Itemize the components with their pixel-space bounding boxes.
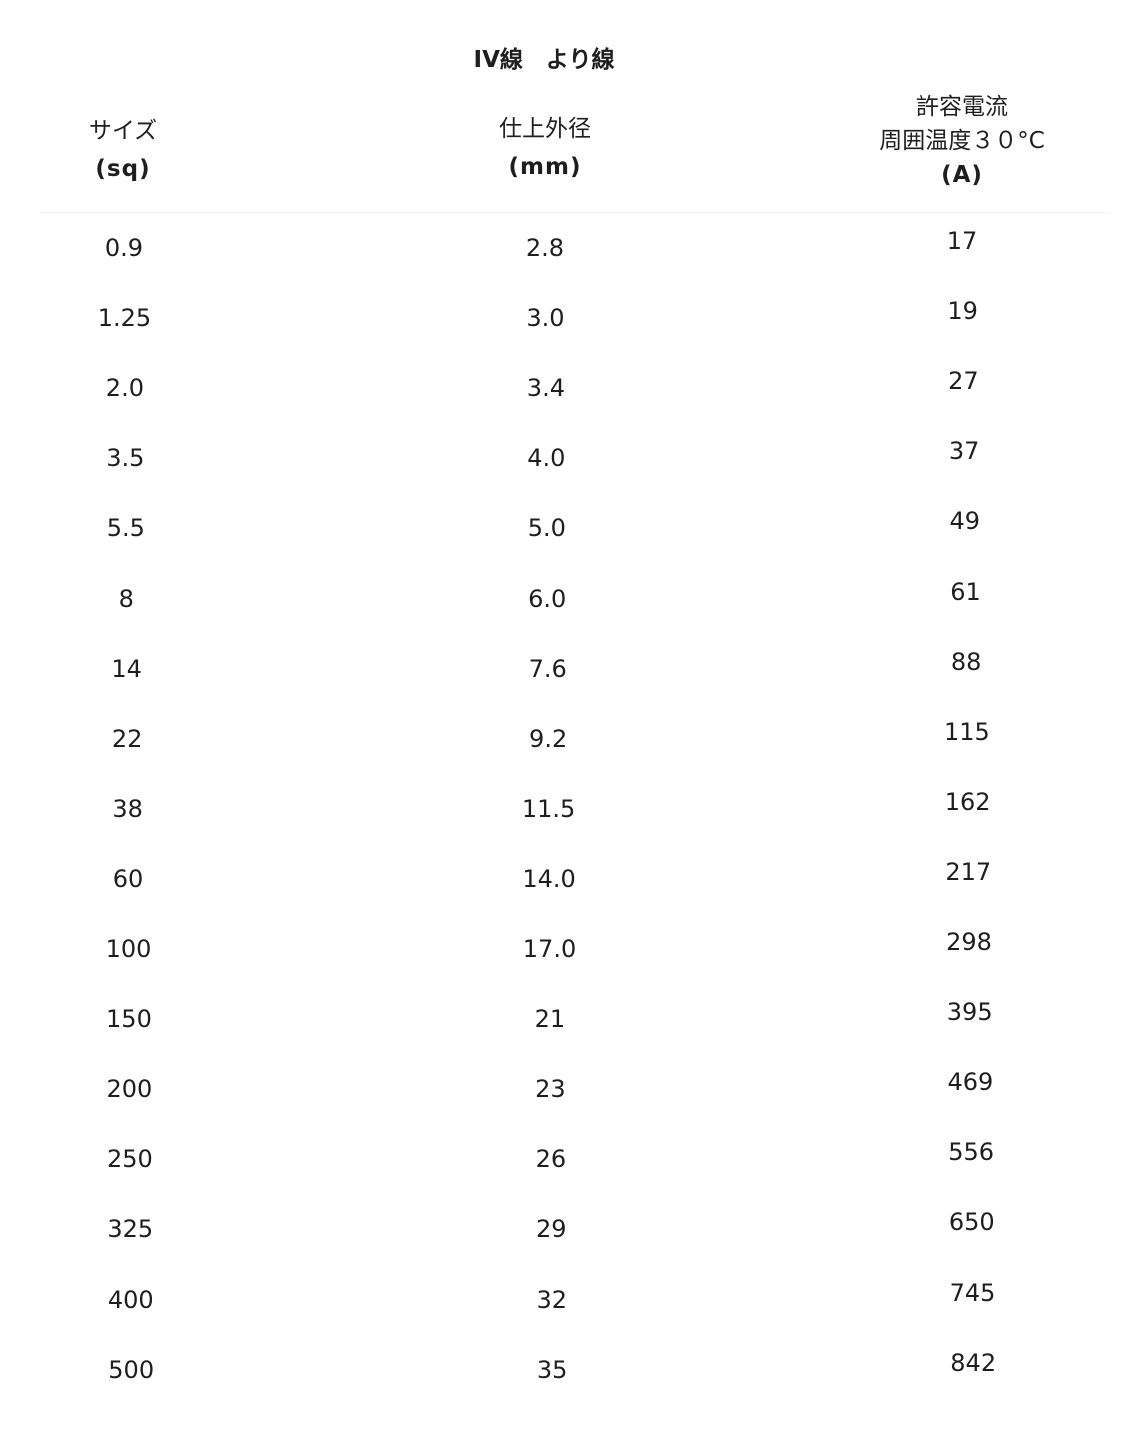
cell-diameter: 3.4 [526,374,565,403]
header-size: サイズ (sq) [23,112,223,188]
header-diameter-label: 仕上外径 [499,116,591,142]
cell-size: 100 [105,935,152,963]
table-row: 3.5 4.0 37 [0,437,1125,484]
cell-diameter: 3.0 [526,304,565,333]
table-row: 500 35 842 [0,1349,1125,1396]
header-diameter: 仕上外径 (mm) [445,110,645,186]
cell-size: 60 [112,864,144,893]
cell-diameter: 9.2 [529,724,568,753]
cell-diameter: 23 [535,1075,566,1104]
cell-diameter: 17.0 [522,935,577,963]
table-row: 14 7.6 88 [0,648,1125,695]
cell-diameter: 35 [536,1355,568,1384]
cell-diameter: 26 [535,1145,567,1174]
cell-size: 5.5 [106,514,145,543]
cell-size: 200 [106,1075,153,1104]
cell-size: 250 [106,1145,153,1174]
cell-current: 650 [948,1208,995,1237]
table-title: IV線 より線 [473,47,615,73]
cell-diameter: 7.6 [528,654,567,683]
cell-current: 115 [943,717,990,746]
cell-size: 325 [107,1215,154,1244]
cell-diameter: 21 [534,1005,566,1034]
cell-current: 217 [945,857,992,886]
cell-size: 150 [106,1005,152,1034]
table-row: 2.0 3.4 27 [0,367,1125,414]
cell-diameter: 6.0 [528,584,567,613]
table-row: 22 9.2 115 [0,718,1125,765]
cell-current: 19 [947,297,978,326]
table-row: 100 17.0 298 [0,928,1125,975]
cell-current: 37 [948,437,980,466]
header-diameter-unit: (mm) [508,154,582,180]
cell-size: 14 [111,654,142,683]
table-row: 8 6.0 61 [0,578,1125,625]
cell-size: 3.5 [106,444,145,473]
cell-current: 469 [947,1068,994,1097]
cell-diameter: 2.8 [525,234,565,262]
cell-size: 1.25 [97,304,152,333]
cell-size: 8 [118,584,134,613]
cell-size: 500 [108,1355,155,1384]
cell-size: 22 [111,724,143,753]
cell-diameter: 32 [536,1285,568,1314]
cell-current: 395 [946,998,993,1027]
cell-current: 17 [946,227,978,255]
cell-diameter: 4.0 [527,444,566,473]
table-row: 250 26 556 [0,1138,1125,1185]
header-current-label: 許容電流 [916,94,1008,120]
cell-size: 400 [107,1285,154,1314]
table-row: 38 11.5 162 [0,788,1125,835]
cell-size: 0.9 [104,234,144,262]
cell-size: 38 [112,794,143,823]
cell-diameter: 29 [536,1215,567,1244]
table-row: 5.5 5.0 49 [0,507,1125,554]
cell-current: 162 [944,787,991,816]
cell-size: 2.0 [105,374,144,403]
table-row: 1.25 3.0 19 [0,297,1125,344]
cell-current: 49 [949,507,981,536]
header-current-sublabel: 周囲温度３０°C [879,128,1045,154]
cell-diameter: 5.0 [527,514,566,543]
header-current: 許容電流 周囲温度３０°C (A) [812,90,1112,192]
cell-current: 745 [949,1278,996,1307]
header-size-label: サイズ [88,118,158,144]
table-row: 0.9 2.8 17 [0,227,1125,274]
table-row: 200 23 469 [0,1068,1125,1115]
divider [40,212,1110,213]
table-row: 400 32 745 [0,1279,1125,1326]
table-row: 150 21 395 [0,998,1125,1045]
header-current-unit: (A) [941,162,983,188]
cell-current: 298 [946,928,992,956]
cell-diameter: 11.5 [521,794,576,823]
header-size-unit: (sq) [95,156,151,182]
cell-current: 556 [948,1138,994,1167]
table-row: 325 29 650 [0,1208,1125,1255]
cell-current: 88 [950,647,982,676]
cell-current: 61 [950,577,981,606]
table-row: 60 14.0 217 [0,858,1125,905]
cell-current: 842 [950,1348,997,1377]
cell-diameter: 14.0 [522,864,576,893]
cell-current: 27 [948,367,979,396]
